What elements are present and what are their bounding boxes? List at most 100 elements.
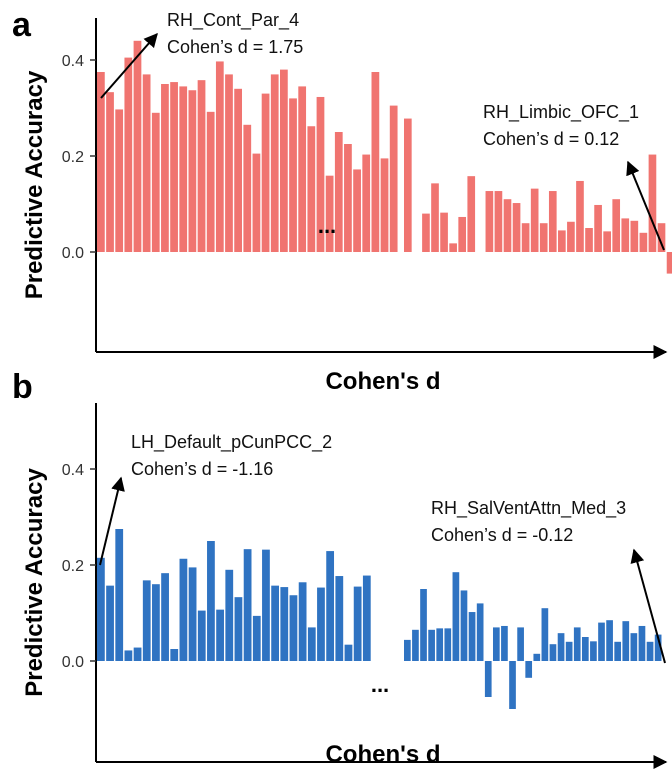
bar [380,158,389,252]
bar [334,132,343,252]
bar [539,223,548,252]
bar [170,82,178,252]
bar [530,188,539,252]
bar [206,111,215,252]
annotation-region-label: LH_Default_pCunPCC_2 [131,432,332,453]
bar [325,175,334,252]
annotation-cohens-d: Cohen’s d = 1.75 [167,37,303,57]
bar [262,549,270,661]
bar [452,572,460,661]
bar [316,96,325,253]
bar [197,610,206,661]
bar [512,203,521,252]
bar [188,90,197,253]
bar [494,191,503,252]
gap-ellipsis: ... [318,213,336,238]
bar [261,93,270,252]
bar [648,154,657,252]
bar [179,86,188,253]
bar [317,587,325,661]
bar [404,118,412,252]
bar [362,575,371,661]
bar [449,243,457,252]
bar [298,582,307,661]
bar [207,541,215,661]
bar [271,585,279,661]
bar [170,649,179,661]
bar [280,587,289,661]
panel-a: 0.0 0.2 0.4 Predictive Accuracy Cohen's d a..… [12,6,672,395]
bar [476,603,484,661]
bar [621,218,630,252]
bar [115,109,124,252]
bar [389,105,398,252]
bar [485,191,494,252]
bar [503,199,512,252]
bar [567,221,575,252]
bar [501,625,508,661]
panel-b: 0.0 0.2 0.4 Predictive Accuracy Cohen's d b..… [12,368,668,769]
annotation-cohens-d: Cohen’s d = -1.16 [131,459,273,479]
bar [557,633,565,661]
bar [654,634,662,661]
bar [234,597,243,661]
y-axis-title: Predictive Accuracy [21,468,48,697]
bar [362,154,371,252]
y-tick-label: 0.4 [62,462,84,479]
gap-ellipsis: ... [371,672,389,697]
bar [335,576,344,661]
bar [657,223,666,252]
bar [197,80,206,252]
bar [142,74,151,253]
bar [420,589,427,661]
bar [97,72,105,252]
bar [243,549,252,661]
bar [492,627,500,661]
bar [422,213,430,252]
y-axis-title: Predictive Accuracy [21,70,48,299]
bar [225,74,233,253]
bar [307,627,316,661]
bar [252,615,261,661]
bar [630,633,638,661]
bar [614,641,622,661]
bar [548,191,557,252]
bar [124,57,133,252]
bar [509,661,516,709]
bar [622,621,630,661]
bar [188,567,197,661]
annotation-region-label: RH_SalVentAttn_Med_3 [431,498,626,519]
bar [133,647,142,661]
bar [630,220,639,252]
bar [115,529,124,661]
bar [594,204,602,252]
bar [326,551,335,661]
annotation-arrow [630,548,666,664]
annotation-cohens-d: Cohen’s d = -0.12 [431,525,573,545]
bar [598,622,605,661]
annotation-arrow [100,32,158,99]
bar [97,557,105,661]
y-tick-label: 0.0 [62,245,84,262]
bar [225,569,234,661]
bar [161,573,169,661]
bar [124,650,133,661]
bar [151,112,160,252]
bar [541,608,549,661]
y-tick-label: 0.4 [62,53,84,70]
bar [573,627,581,661]
bar [576,180,584,252]
bar [243,124,252,252]
annotation-region-label: RH_Limbic_OFC_1 [483,102,639,123]
bar [468,612,476,661]
bar [484,661,492,697]
panel-letter: a [12,6,32,44]
bar [603,231,611,252]
bar [353,586,362,661]
bar [216,609,224,661]
bar [428,629,435,661]
bar [344,644,353,661]
bar [161,84,169,252]
bar [234,88,242,252]
bar [142,580,151,661]
